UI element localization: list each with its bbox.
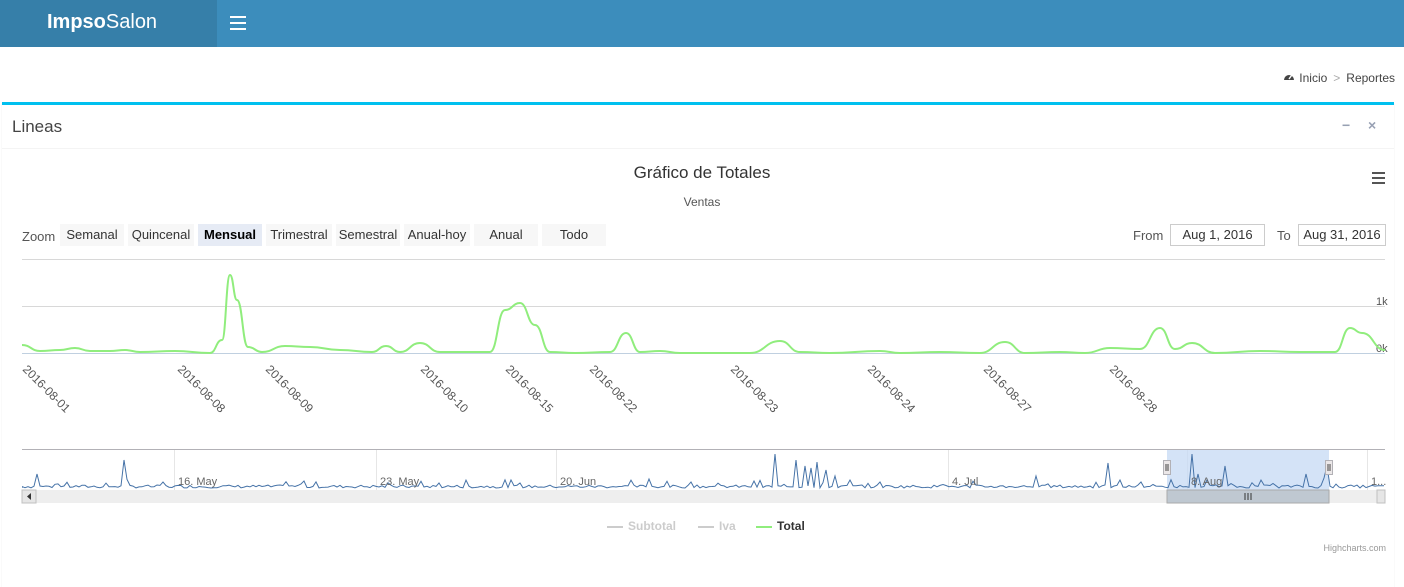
chart-subtitle: Ventas	[683, 195, 721, 209]
range-from-input[interactable]: Aug 1, 2016	[1170, 224, 1265, 246]
brand-bold: Impso	[47, 11, 106, 33]
hamburger-menu-icon[interactable]	[230, 12, 246, 32]
navigator-series-line	[22, 453, 1385, 490]
navigator-background	[22, 449, 1385, 491]
x-tick-label: 2016-08-24	[865, 362, 919, 416]
chart-context-menu-icon[interactable]	[1372, 172, 1385, 186]
x-tick-label: 2016-08-10	[418, 362, 472, 416]
box-header: Lineas − ×	[2, 105, 1394, 149]
scrollbar-grip-icon	[1244, 493, 1252, 500]
scrollbar-right-button[interactable]	[1376, 489, 1386, 504]
zoom-button-mensual[interactable]: Mensual	[198, 224, 262, 246]
breadcrumb-current: Reportes	[1346, 71, 1395, 85]
top-navbar: ImpsoSalon	[0, 0, 1404, 47]
zoom-button-semestral[interactable]: Semestral	[336, 224, 400, 246]
x-tick-label: 2016-08-27	[981, 362, 1035, 416]
legend-label-iva: Iva	[719, 519, 736, 533]
legend-item-iva[interactable]: Iva	[698, 519, 736, 533]
zoom-button-quincenal[interactable]: Quincenal	[128, 224, 194, 246]
zoom-label: Zoom	[22, 229, 56, 244]
navigator-label: 20. Jun	[560, 476, 596, 488]
navigator-selection[interactable]	[1167, 450, 1329, 490]
chart-box: Lineas − ×	[2, 102, 1394, 587]
scrollbar-track[interactable]	[22, 490, 1385, 503]
scroll-left-arrow-icon	[27, 493, 31, 500]
legend-symbol-subtotal	[607, 525, 623, 528]
navigator-label: 8. Aug	[1191, 476, 1222, 488]
breadcrumb-home[interactable]: Inicio	[1299, 71, 1328, 85]
brand-logo[interactable]: ImpsoSalon	[0, 0, 217, 47]
dashboard-icon	[1284, 75, 1295, 80]
legend-symbol-iva	[698, 525, 714, 528]
zoom-button-anual[interactable]: Anual	[474, 224, 538, 246]
zoom-button-anual-hoy[interactable]: Anual-hoy	[404, 224, 470, 246]
y-tick-1k: 1k	[1376, 296, 1388, 308]
legend-label-subtotal: Subtotal	[628, 519, 676, 533]
zoom-button-semanal[interactable]: Semanal	[60, 224, 124, 246]
brand-light: Salon	[105, 11, 158, 33]
chart-svg: 1k 0k 2016-08-01 2016-08-08 2016-08-09 2016…	[20, 259, 1388, 504]
x-tick-label: 2016-08-09	[263, 362, 317, 416]
x-tick-label: 2016-08-23	[728, 362, 782, 416]
x-tick-label: 2016-08-22	[587, 362, 641, 416]
range-to-input[interactable]: Aug 31, 2016	[1298, 224, 1386, 246]
x-tick-label: 2016-08-01	[20, 362, 74, 416]
navigator-labels: 16. May 23. May 20. Jun 4. Jul 8. Aug 1...	[178, 476, 1386, 488]
chart-title: Gráfico de Totales	[633, 163, 771, 182]
navigator-label: 1...	[1371, 476, 1386, 488]
legend-item-subtotal[interactable]: Subtotal	[607, 519, 676, 533]
zoom-button-trimestral[interactable]: Trimestral	[266, 224, 332, 246]
x-tick-label: 2016-08-15	[503, 362, 557, 416]
close-icon[interactable]: ×	[1368, 117, 1377, 133]
navigator-label: 16. May	[178, 476, 218, 488]
legend-symbol-total	[756, 525, 772, 528]
navigator-handle-right[interactable]	[1325, 460, 1333, 475]
zoom-button-todo[interactable]: Todo	[542, 224, 606, 246]
navigator-label: 4. Jul	[952, 476, 978, 488]
x-tick-label: 2016-08-28	[1107, 362, 1161, 416]
range-to-label: To	[1277, 228, 1291, 243]
range-from-label: From	[1133, 228, 1164, 243]
x-tick-label: 2016-08-08	[175, 362, 229, 416]
chart-credits[interactable]: Highcharts.com	[1323, 543, 1386, 553]
series-line-total	[22, 273, 1385, 355]
box-title: Lineas	[12, 117, 63, 136]
minimize-icon[interactable]: −	[1342, 117, 1351, 133]
navigator-label: 23. May	[380, 476, 420, 488]
breadcrumb: Inicio > Reportes	[1283, 71, 1395, 85]
legend-label-total: Total	[777, 519, 805, 533]
breadcrumb-separator: >	[1333, 71, 1341, 85]
x-axis-ticks: 2016-08-01 2016-08-08 2016-08-09 2016-08-10…	[20, 362, 1161, 416]
navigator-handle-left[interactable]	[1163, 460, 1171, 475]
legend-item-total[interactable]: Total	[756, 519, 805, 533]
